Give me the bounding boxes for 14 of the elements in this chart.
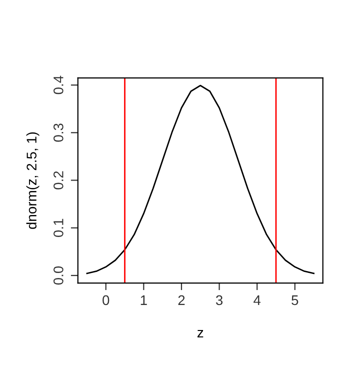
- x-tick-label: 5: [292, 295, 298, 306]
- y-tick-label: 0.2: [54, 171, 64, 190]
- y-tick-label: 0.0: [54, 266, 64, 285]
- y-tick-label: 0.4: [54, 76, 64, 94]
- x-tick-label: 0: [102, 295, 110, 306]
- x-tick-label: 4: [254, 295, 261, 305]
- y-tick-label: 0.1: [54, 218, 64, 237]
- y-tick-label: 0.3: [54, 124, 64, 142]
- line-series: [86, 84, 314, 274]
- x-tick-label: 3: [216, 295, 223, 306]
- x-tick-label: 2: [178, 295, 185, 305]
- x-axis-title: z: [197, 330, 204, 338]
- x-tick-label: 1: [140, 295, 147, 305]
- y-axis-title: dnorm(z, 2.5, 1): [26, 132, 40, 229]
